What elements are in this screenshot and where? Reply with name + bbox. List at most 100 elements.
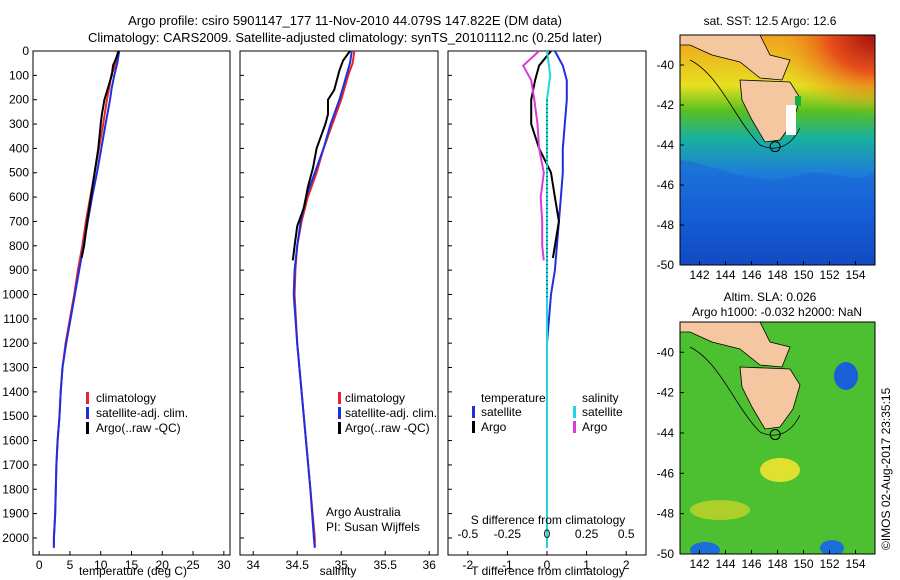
legend-sal-argo: Argo bbox=[582, 420, 608, 434]
x-tick-label: 0 bbox=[36, 558, 43, 572]
sst-cool-region bbox=[680, 160, 875, 265]
bathymetry-contour bbox=[689, 59, 801, 149]
legend-swatch-argo bbox=[86, 422, 89, 434]
depth-tick-label: 700 bbox=[9, 214, 29, 228]
salinity-series bbox=[291, 50, 356, 548]
map-y-tick-label: -46 bbox=[657, 178, 675, 192]
map-x-tick-label: 150 bbox=[793, 268, 813, 282]
sst-green-cell bbox=[795, 96, 801, 106]
depth-tick-label: 1900 bbox=[2, 507, 29, 521]
map-x-tick-label: 146 bbox=[741, 557, 761, 571]
sla-high-anomaly bbox=[760, 458, 800, 482]
map-y-tick-label: -40 bbox=[657, 58, 675, 72]
map-y-tick-label: -48 bbox=[657, 218, 675, 232]
legend-swatch-climatology bbox=[86, 392, 89, 404]
depth-tick-label: 500 bbox=[9, 166, 29, 180]
sla-map bbox=[680, 322, 875, 554]
x-tick-label: -1 bbox=[502, 558, 513, 572]
salinity-legend: climatology satellite-adj. clim. Argo(..… bbox=[338, 391, 437, 435]
top-x-tick-label: 0.5 bbox=[618, 527, 635, 541]
sla-low-anomaly bbox=[834, 362, 858, 390]
x-tick-label: 35 bbox=[335, 558, 349, 572]
credit-line-2: PI: Susan Wijffels bbox=[326, 520, 420, 534]
legend-swatch-argo bbox=[338, 422, 341, 434]
map-y-tick-label: -44 bbox=[657, 138, 675, 152]
top-x-tick-label: 0.25 bbox=[575, 527, 599, 541]
x-tick-label: 5 bbox=[67, 558, 74, 572]
map-y-tick-label: -50 bbox=[657, 547, 675, 561]
series-line-temperature-argo bbox=[530, 50, 560, 259]
x-tick-label: 15 bbox=[125, 558, 139, 572]
temperature-axis-label: temperature (deg C) bbox=[79, 564, 187, 578]
x-tick-label: -2 bbox=[462, 558, 473, 572]
sla-high-band bbox=[690, 500, 750, 520]
map-x-tick-label: 154 bbox=[845, 268, 865, 282]
x-tick-label: 20 bbox=[156, 558, 170, 572]
map-y-tick-label: -44 bbox=[657, 426, 675, 440]
x-tick-label: 34.5 bbox=[286, 558, 310, 572]
sst-map bbox=[680, 35, 875, 265]
map-x-tick-label: 154 bbox=[845, 557, 865, 571]
depth-tick-label: 1300 bbox=[2, 361, 29, 375]
legend-swatch-sal-argo bbox=[573, 421, 576, 433]
depth-tick-label: 1500 bbox=[2, 409, 29, 423]
sla-low-anomaly-south bbox=[690, 542, 720, 554]
difference-series bbox=[521, 50, 568, 548]
temperature-series bbox=[52, 50, 121, 548]
sst-profile-marker bbox=[769, 141, 781, 153]
legend-satellite-adj: satellite-adj. clim. bbox=[345, 406, 437, 420]
legend-climatology: climatology bbox=[96, 391, 156, 405]
depth-tick-label: 300 bbox=[9, 117, 29, 131]
x-tick-label: 1 bbox=[583, 558, 590, 572]
legend-swatch-temp-satellite bbox=[472, 406, 475, 418]
legend-sal-satellite: satellite bbox=[582, 405, 623, 419]
legend-argo: Argo(..raw -QC) bbox=[345, 421, 430, 435]
series-line-salinity-satellite bbox=[546, 50, 552, 548]
legend-swatch-sal-satellite bbox=[573, 406, 576, 418]
x-tick-label: 10 bbox=[94, 558, 108, 572]
tasmania-landmass bbox=[739, 366, 801, 430]
map-x-tick-label: 148 bbox=[767, 557, 787, 571]
depth-tick-label: 400 bbox=[9, 141, 29, 155]
difference-x-axis: -2 -1 0 1 2 -0.5 -0.25 0 0.25 0.5 bbox=[457, 527, 634, 572]
x-tick-label: 0 bbox=[544, 558, 551, 572]
depth-tick-label: 0 bbox=[22, 44, 29, 58]
depth-tick-label: 900 bbox=[9, 263, 29, 277]
depth-tick-label: 1200 bbox=[2, 336, 29, 350]
sla-map-subtitle: Argo h1000: -0.032 h2000: NaN bbox=[692, 305, 862, 319]
salinity-axis-label: salinity bbox=[320, 564, 357, 578]
map-y-tick-label: -42 bbox=[657, 98, 675, 112]
sst-map-title: sat. SST: 12.5 Argo: 12.6 bbox=[704, 14, 837, 28]
sla-profile-marker bbox=[769, 429, 781, 441]
figure-title-line-1: Argo profile: csiro 5901147_177 11-Nov-2… bbox=[128, 13, 562, 28]
depth-tick-label: 1100 bbox=[3, 312, 29, 326]
legend-climatology: climatology bbox=[345, 391, 405, 405]
map-x-tick-label: 144 bbox=[715, 268, 735, 282]
map-x-tick-label: 152 bbox=[819, 557, 839, 571]
map-x-tick-label: 150 bbox=[793, 557, 813, 571]
map-y-tick-label: -42 bbox=[657, 386, 675, 400]
legend-temp-satellite: satellite bbox=[481, 405, 522, 419]
temperature-x-axis: 0 5 10 15 20 25 30 bbox=[36, 551, 231, 572]
legend-swatch-satellite bbox=[86, 407, 89, 419]
map-y-tick-label: -48 bbox=[657, 507, 675, 521]
series-line-argo-raw-qc- bbox=[80, 50, 120, 259]
x-tick-label: 2 bbox=[623, 558, 630, 572]
legend-argo: Argo(..raw -QC) bbox=[96, 421, 181, 435]
difference-legend: temperature satellite Argo salinity sate… bbox=[472, 391, 623, 434]
salinity-x-axis: 34 34.5 35 35.5 36 bbox=[247, 551, 436, 572]
imos-watermark: ©IMOS 02-Aug-2017 23:35:15 bbox=[879, 387, 893, 550]
series-line-climatology bbox=[52, 50, 119, 548]
legend-group-temperature: temperature bbox=[481, 391, 546, 405]
depth-tick-label: 800 bbox=[9, 239, 29, 253]
mainland-landmass bbox=[680, 322, 791, 368]
salinity-plot-frame bbox=[239, 50, 439, 556]
series-line-temperature-satellite bbox=[546, 50, 568, 548]
map-x-tick-label: 142 bbox=[689, 557, 709, 571]
depth-tick-label: 1600 bbox=[2, 434, 29, 448]
mainland-landmass bbox=[680, 35, 791, 81]
tasmania-landmass bbox=[739, 79, 801, 143]
x-tick-label: 34 bbox=[247, 558, 261, 572]
sla-low-anomaly-southeast bbox=[820, 540, 844, 554]
